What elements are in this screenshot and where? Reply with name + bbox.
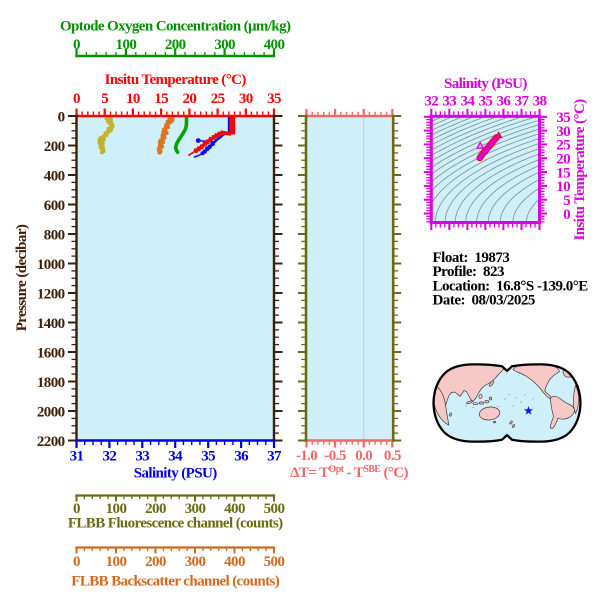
svg-text:2000: 2000 (37, 404, 65, 420)
svg-text:FLBB Fluorescence channel (cou: FLBB Fluorescence channel (counts) (68, 516, 283, 532)
svg-text:1200: 1200 (37, 286, 65, 302)
svg-text:-1.0: -1.0 (296, 448, 317, 464)
svg-text:31: 31 (70, 449, 84, 465)
svg-text:37: 37 (515, 94, 530, 110)
svg-text:ΔT= TOpt - TSBE (°C): ΔT= TOpt - TSBE (°C) (290, 464, 408, 481)
svg-text:Date: 08/03/2025: Date: 08/03/2025 (433, 293, 535, 309)
svg-text:1600: 1600 (37, 345, 65, 361)
svg-text:33: 33 (135, 449, 149, 465)
svg-text:Float: 19873: Float: 19873 (433, 250, 510, 266)
svg-text:300: 300 (185, 554, 206, 570)
svg-text:37: 37 (267, 449, 282, 465)
svg-text:Insitu Temperature (°C): Insitu Temperature (°C) (572, 99, 588, 241)
svg-text:15: 15 (556, 165, 570, 181)
svg-text:36: 36 (496, 94, 511, 110)
svg-text:0: 0 (73, 37, 80, 53)
svg-text:600: 600 (44, 198, 65, 214)
svg-text:200: 200 (145, 501, 166, 517)
svg-text:20: 20 (182, 91, 196, 107)
svg-text:200: 200 (44, 139, 65, 155)
svg-text:Pressure (decibar): Pressure (decibar) (14, 224, 30, 331)
svg-text:36: 36 (234, 449, 249, 465)
svg-text:32: 32 (102, 449, 116, 465)
svg-text:34: 34 (168, 449, 183, 465)
svg-text:200: 200 (165, 37, 186, 53)
svg-text:25: 25 (211, 91, 225, 107)
svg-text:300: 300 (214, 37, 235, 53)
svg-text:10: 10 (556, 179, 570, 195)
svg-text:FLBB Backscatter channel (coun: FLBB Backscatter channel (counts) (71, 574, 279, 590)
svg-text:Insitu Temperature (°C): Insitu Temperature (°C) (105, 72, 247, 88)
svg-text:1000: 1000 (37, 257, 65, 273)
svg-text:Optode Oxygen Concentration (μ: Optode Oxygen Concentration (μm/kg) (60, 19, 291, 35)
svg-text:Profile: 823: Profile: 823 (433, 264, 505, 280)
svg-text:0: 0 (73, 501, 80, 517)
svg-text:35: 35 (267, 91, 281, 107)
svg-text:1800: 1800 (37, 375, 65, 391)
svg-text:Location: 16.8°S -139.0°E: Location: 16.8°S -139.0°E (433, 278, 589, 294)
svg-text:0: 0 (73, 91, 80, 107)
svg-text:30: 30 (239, 91, 253, 107)
svg-text:Salinity (PSU): Salinity (PSU) (444, 76, 527, 92)
svg-text:-0.5: -0.5 (324, 448, 345, 464)
svg-text:500: 500 (264, 554, 285, 570)
svg-text:20: 20 (556, 152, 570, 168)
svg-text:5: 5 (563, 193, 570, 209)
svg-text:100: 100 (116, 37, 137, 53)
svg-text:34: 34 (460, 94, 475, 110)
svg-text:25: 25 (556, 138, 570, 154)
svg-text:Salinity (PSU): Salinity (PSU) (134, 466, 217, 482)
svg-text:500: 500 (264, 501, 285, 517)
svg-text:0.0: 0.0 (355, 448, 372, 464)
svg-text:300: 300 (185, 501, 206, 517)
svg-text:400: 400 (44, 168, 65, 184)
svg-text:35: 35 (556, 110, 570, 126)
svg-text:32: 32 (424, 94, 438, 110)
svg-text:100: 100 (106, 501, 127, 517)
svg-text:35: 35 (478, 94, 492, 110)
svg-text:15: 15 (154, 91, 168, 107)
svg-text:33: 33 (442, 94, 456, 110)
svg-text:38: 38 (533, 94, 547, 110)
svg-text:30: 30 (556, 124, 570, 140)
svg-text:0: 0 (73, 554, 80, 570)
svg-text:0: 0 (58, 109, 65, 125)
svg-text:400: 400 (224, 501, 245, 517)
svg-text:2200: 2200 (37, 434, 65, 450)
svg-text:10: 10 (126, 91, 140, 107)
svg-text:0.5: 0.5 (384, 448, 401, 464)
svg-text:0: 0 (563, 207, 570, 223)
svg-text:200: 200 (145, 554, 166, 570)
svg-text:5: 5 (101, 91, 108, 107)
svg-text:1400: 1400 (37, 316, 65, 332)
svg-text:35: 35 (201, 449, 215, 465)
svg-text:100: 100 (106, 554, 127, 570)
svg-text:800: 800 (44, 227, 65, 243)
svg-text:400: 400 (224, 554, 245, 570)
svg-text:400: 400 (264, 37, 285, 53)
